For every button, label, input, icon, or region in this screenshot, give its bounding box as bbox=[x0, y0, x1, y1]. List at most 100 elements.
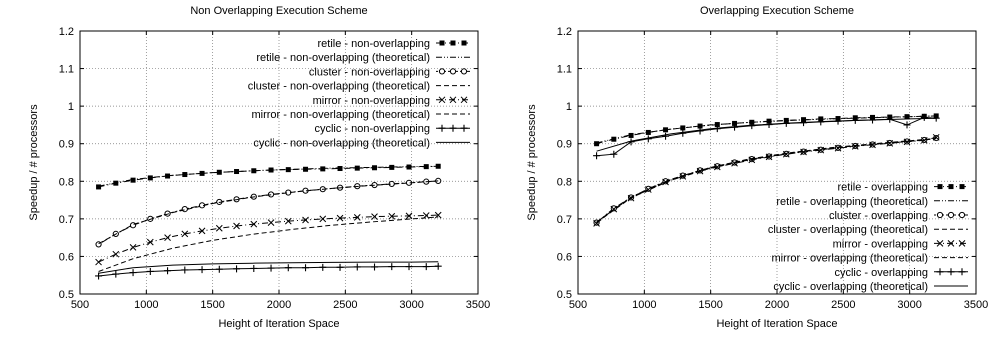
data-point bbox=[129, 244, 137, 251]
y-axis-label: Speedup / # processors bbox=[526, 104, 538, 221]
data-point bbox=[267, 264, 275, 272]
data-point bbox=[233, 265, 241, 273]
legend-label: mirror - non-overlapping (theoretical) bbox=[251, 109, 430, 121]
data-point bbox=[388, 263, 396, 271]
data-point bbox=[920, 113, 928, 121]
data-point bbox=[319, 263, 327, 271]
data-point bbox=[164, 267, 172, 275]
data-point bbox=[95, 258, 102, 266]
series-3 bbox=[95, 177, 442, 248]
legend-label: cyclic - non-overlapping (theoretical) bbox=[253, 137, 430, 149]
chart-title: Overlapping Execution Scheme bbox=[700, 5, 854, 17]
data-point bbox=[800, 148, 807, 156]
legend-marker bbox=[958, 211, 966, 219]
data-point bbox=[199, 170, 205, 176]
x-tick-label: 3500 bbox=[466, 299, 490, 311]
y-tick-label: 0.9 bbox=[59, 139, 74, 151]
data-point bbox=[336, 214, 344, 222]
series-line bbox=[596, 116, 937, 157]
data-point bbox=[594, 141, 600, 147]
series-line bbox=[98, 180, 439, 245]
data-point bbox=[662, 132, 670, 140]
data-point bbox=[112, 270, 120, 278]
series-4 bbox=[98, 180, 439, 245]
data-point bbox=[284, 217, 292, 225]
y-tick-label: 0.7 bbox=[59, 214, 74, 226]
legend-label: cluster - non-overlapping bbox=[309, 66, 430, 78]
data-point bbox=[903, 138, 911, 146]
legend-marker bbox=[438, 68, 446, 75]
legend-marker bbox=[947, 268, 955, 276]
data-point bbox=[371, 263, 379, 271]
y-tick-label: 0.6 bbox=[59, 251, 74, 263]
legend-label: cyclic - overlapping bbox=[834, 267, 928, 279]
legend-label: cluster - overlapping bbox=[829, 210, 928, 222]
data-point bbox=[423, 164, 429, 170]
legend-marker bbox=[958, 268, 966, 276]
legend-marker bbox=[439, 40, 445, 46]
data-point bbox=[732, 120, 738, 126]
data-point bbox=[628, 132, 634, 138]
data-point bbox=[302, 216, 309, 224]
legend-marker bbox=[461, 40, 467, 46]
data-point bbox=[129, 269, 137, 277]
data-point bbox=[920, 136, 928, 144]
data-point bbox=[371, 213, 378, 220]
legend-marker bbox=[947, 211, 955, 219]
y-tick-label: 1.2 bbox=[59, 26, 74, 38]
series-2 bbox=[98, 165, 439, 187]
series-7 bbox=[593, 113, 940, 160]
x-tick-label: 1000 bbox=[632, 299, 656, 311]
y-tick-label: 0.5 bbox=[557, 289, 572, 301]
data-point bbox=[336, 263, 344, 271]
y-tick-label: 0.9 bbox=[557, 139, 572, 151]
data-point bbox=[748, 156, 756, 164]
legend-label: cyclic - non-overlapping bbox=[314, 123, 430, 135]
legend-label: retile - overlapping bbox=[838, 182, 929, 194]
data-point bbox=[234, 169, 240, 175]
legend-label: cluster - non-overlapping (theoretical) bbox=[248, 81, 430, 93]
data-point bbox=[181, 266, 189, 274]
y-tick-label: 1 bbox=[68, 101, 74, 113]
y-tick-label: 1.1 bbox=[557, 64, 572, 76]
data-point bbox=[731, 159, 738, 167]
data-point bbox=[164, 234, 171, 241]
data-point bbox=[112, 250, 120, 258]
y-tick-label: 0.8 bbox=[557, 176, 572, 188]
x-tick-label: 3500 bbox=[964, 299, 988, 311]
legend-marker bbox=[947, 240, 955, 247]
legend-label: cyclic - overlapping (theoretical) bbox=[773, 281, 928, 293]
x-tick-label: 500 bbox=[569, 299, 587, 311]
data-point bbox=[181, 230, 189, 238]
data-point bbox=[129, 222, 137, 229]
legend-marker bbox=[449, 124, 457, 132]
series-line bbox=[98, 214, 439, 263]
x-tick-label: 2000 bbox=[765, 299, 789, 311]
data-point bbox=[903, 121, 911, 129]
legend-marker bbox=[460, 96, 468, 104]
data-point bbox=[434, 211, 442, 219]
data-point bbox=[869, 141, 876, 149]
chart-title: Non Overlapping Execution Scheme bbox=[190, 5, 367, 17]
data-point bbox=[434, 262, 442, 270]
legend-marker bbox=[438, 96, 446, 104]
x-axis-label: Height of Iteration Space bbox=[716, 318, 837, 330]
data-point bbox=[354, 165, 360, 171]
series-7 bbox=[95, 262, 442, 280]
series-line bbox=[98, 165, 439, 187]
plot-frame bbox=[79, 30, 479, 295]
data-point bbox=[422, 212, 430, 219]
series-line bbox=[98, 216, 439, 272]
data-point bbox=[165, 173, 171, 179]
data-point bbox=[95, 272, 103, 280]
legend: retile - non-overlapping retile - non-ove… bbox=[248, 38, 470, 149]
y-tick-label: 0.5 bbox=[59, 289, 74, 301]
legend-label: mirror - overlapping (theoretical) bbox=[772, 253, 929, 265]
series-line bbox=[596, 138, 937, 224]
data-point bbox=[886, 139, 894, 147]
data-point bbox=[215, 224, 223, 232]
data-point bbox=[353, 263, 361, 271]
data-point bbox=[834, 144, 842, 152]
data-point bbox=[146, 267, 154, 275]
